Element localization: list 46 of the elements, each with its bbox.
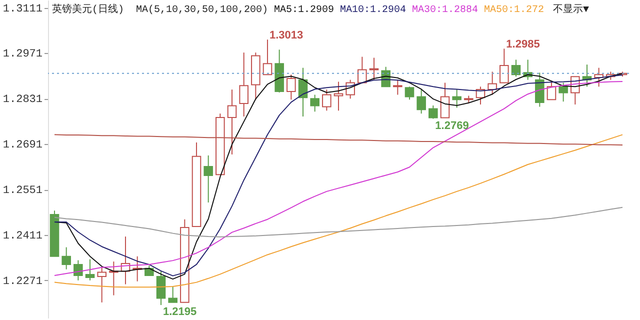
candlestick [322,89,332,112]
candlestick [358,56,367,84]
candlestick [594,67,604,88]
annotation: 不显示▼ [552,4,589,16]
text: MA50:1.272 [484,5,544,16]
candlestick [416,89,426,114]
annotation: 1.2769 [435,120,469,132]
text: MA10:1.2904 [340,5,406,16]
y-tick-label: 1.2551 [2,185,43,197]
line-series [54,206,623,238]
candlestick [310,94,320,112]
candlestick [500,48,509,84]
candlestick [452,89,462,108]
candlestick [262,39,272,76]
y-tick-label: 1.2971 [2,48,43,61]
candlestick [239,52,248,117]
candlestick [404,86,414,100]
candlestick [286,74,296,100]
candlestick [440,82,450,118]
candlestick [369,57,379,80]
candlestick [428,104,438,120]
candlestick [74,260,83,281]
candlestick [511,59,521,78]
y-tick-label: 1.2411 [2,230,43,242]
y-tick-label: 1.3111 [2,3,43,16]
candlestick [85,258,95,281]
candlestick [156,270,166,306]
y-tick-label: 1.2271 [2,276,43,288]
candlestick [62,246,71,270]
candlestick [97,266,106,303]
candlestick [546,81,556,100]
candlestick [535,72,544,108]
candlestick [168,286,178,303]
candlestick [204,154,213,203]
annotation: 1.2985 [506,38,540,51]
y-tick-label: 1.2691 [2,140,43,152]
annotation: 1.2195 [163,306,197,318]
candlestick [488,71,497,96]
candlestick [558,82,568,102]
chart-title: 英镑美元(日线) [52,3,124,16]
annotation: MA(5,10,30,50,100,200) [136,4,268,16]
annotation: 1.3013 [270,30,304,42]
y-tick-label: 1.2831 [2,94,43,106]
candlestick [393,79,402,96]
text: MA5:1.2909 [274,5,334,16]
text: MA30:1.2884 [412,5,478,16]
